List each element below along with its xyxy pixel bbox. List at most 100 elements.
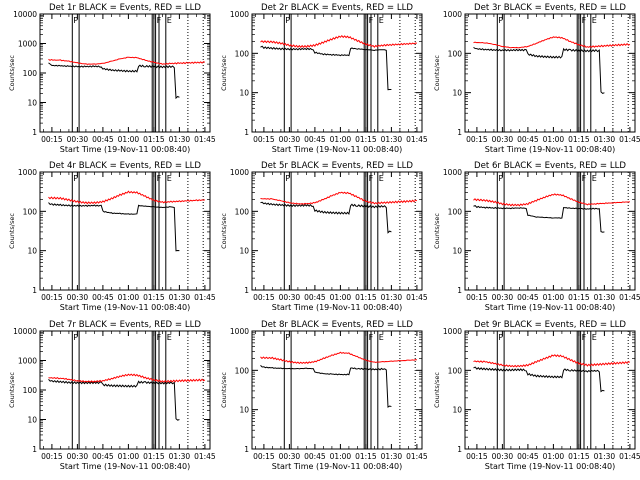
x-tick-label: 00:45 bbox=[517, 452, 539, 461]
y-axis-label: Counts/sec bbox=[220, 372, 228, 408]
x-tick-label: 00:45 bbox=[304, 293, 326, 302]
event-marker-label: F bbox=[582, 174, 587, 183]
x-axis-label: Start Time (19-Nov-11 00:08:40) bbox=[272, 462, 402, 471]
x-tick-label: 00:15 bbox=[253, 135, 275, 144]
x-tick-label: 00:15 bbox=[253, 452, 275, 461]
x-tick-label: 01:15 bbox=[568, 293, 590, 302]
x-tick-label: 01:45 bbox=[194, 452, 216, 461]
x-tick-label: 01:15 bbox=[355, 452, 377, 461]
event-marker-label: E bbox=[592, 174, 597, 183]
chart-title: Det 4r BLACK = Events, RED = LLD bbox=[49, 161, 201, 171]
events-series-line bbox=[48, 62, 180, 100]
event-marker-label: P bbox=[285, 333, 290, 342]
x-tick-label: 00:45 bbox=[517, 293, 539, 302]
y-axis-label: Counts/sec bbox=[8, 372, 16, 408]
chart-panel: Det 2r BLACK = Events, RED = LLD 1 10 100 10… bbox=[220, 3, 428, 154]
x-tick-label: 00:45 bbox=[92, 452, 114, 461]
x-tick-label: 01:15 bbox=[355, 135, 377, 144]
y-tick-label: 1000 bbox=[18, 357, 37, 366]
lld-series-line bbox=[473, 354, 631, 368]
y-tick-label: 1000 bbox=[443, 10, 462, 19]
x-tick-label: 00:45 bbox=[517, 135, 539, 144]
plot-frame bbox=[464, 330, 636, 450]
y-tick-label: 10 bbox=[239, 247, 249, 256]
event-marker-label: F bbox=[157, 174, 162, 183]
chart-panel: Det 8r BLACK = Events, RED = LLD 1 10 100 10… bbox=[220, 320, 428, 471]
events-series-line bbox=[260, 45, 392, 91]
event-marker-label: P bbox=[73, 16, 78, 25]
x-tick-label: 00:45 bbox=[304, 452, 326, 461]
y-axis-label: Counts/sec bbox=[433, 213, 441, 249]
event-marker-label: E bbox=[592, 333, 597, 342]
x-tick-label: 01:00 bbox=[543, 135, 565, 144]
x-tick-label: 00:45 bbox=[92, 293, 114, 302]
x-tick-label: 01:45 bbox=[619, 135, 640, 144]
x-tick-label: 01:30 bbox=[381, 135, 403, 144]
y-tick-label: 10 bbox=[452, 89, 462, 98]
x-tick-label: 00:15 bbox=[466, 135, 488, 144]
y-tick-label: 10 bbox=[27, 247, 37, 256]
chart-title: Det 2r BLACK = Events, RED = LLD bbox=[261, 3, 413, 13]
x-tick-label: 00:30 bbox=[492, 452, 514, 461]
y-axis-label: Counts/sec bbox=[8, 213, 16, 249]
lld-series-line bbox=[260, 351, 417, 365]
x-tick-label: 01:00 bbox=[543, 452, 565, 461]
x-axis-label: Start Time (19-Nov-11 00:08:40) bbox=[60, 462, 190, 471]
x-tick-label: 01:00 bbox=[543, 293, 565, 302]
x-tick-label: 01:00 bbox=[118, 135, 140, 144]
x-tick-label: 00:30 bbox=[279, 293, 301, 302]
event-marker-label: F bbox=[582, 333, 587, 342]
x-tick-label: 01:00 bbox=[118, 293, 140, 302]
x-tick-label: 01:00 bbox=[330, 293, 352, 302]
y-tick-label: 10 bbox=[452, 406, 462, 415]
chart-title: Det 5r BLACK = Events, RED = LLD bbox=[261, 161, 413, 171]
lld-series-line bbox=[48, 190, 205, 205]
x-tick-label: 00:15 bbox=[41, 293, 63, 302]
x-tick-label: 01:30 bbox=[169, 293, 191, 302]
y-tick-label: 100 bbox=[448, 366, 463, 375]
x-tick-label: 01:15 bbox=[568, 135, 590, 144]
x-tick-label: 00:30 bbox=[67, 452, 89, 461]
y-tick-label: 1000 bbox=[443, 327, 462, 336]
event-marker-label: P bbox=[285, 174, 290, 183]
y-tick-label: 100 bbox=[235, 207, 250, 216]
y-tick-label: 1000 bbox=[18, 168, 37, 177]
x-tick-label: 01:15 bbox=[568, 452, 590, 461]
y-tick-label: 100 bbox=[23, 207, 38, 216]
x-tick-label: 01:30 bbox=[169, 452, 191, 461]
events-series-line bbox=[473, 46, 605, 95]
x-tick-label: 00:45 bbox=[92, 135, 114, 144]
x-tick-label: 01:30 bbox=[169, 135, 191, 144]
y-axis-label: Counts/sec bbox=[220, 213, 228, 249]
y-tick-label: 1000 bbox=[230, 168, 249, 177]
x-axis-label: Start Time (19-Nov-11 00:08:40) bbox=[272, 145, 402, 154]
x-tick-label: 00:30 bbox=[492, 135, 514, 144]
y-tick-label: 100 bbox=[23, 69, 38, 78]
x-tick-label: 00:30 bbox=[67, 135, 89, 144]
event-marker-label: E bbox=[167, 16, 172, 25]
event-marker-label: F bbox=[157, 333, 162, 342]
events-series-line bbox=[48, 378, 180, 421]
lld-series-line bbox=[473, 193, 630, 207]
events-series-line bbox=[48, 202, 180, 252]
plot-frame bbox=[251, 13, 423, 133]
events-series-line bbox=[473, 205, 605, 233]
y-tick-label: 1 bbox=[32, 445, 37, 454]
x-tick-label: 00:15 bbox=[253, 293, 275, 302]
plot-frame bbox=[464, 171, 636, 291]
chart-title: Det 1r BLACK = Events, RED = LLD bbox=[49, 3, 201, 13]
chart-title: Det 8r BLACK = Events, RED = LLD bbox=[261, 320, 413, 330]
y-axis-label: Counts/sec bbox=[433, 372, 441, 408]
x-tick-label: 00:30 bbox=[279, 452, 301, 461]
x-tick-label: 01:00 bbox=[118, 452, 140, 461]
chart-panel: Det 1r BLACK = Events, RED = LLD 1 10 100 10… bbox=[8, 3, 216, 154]
lld-series-line bbox=[48, 373, 206, 383]
chart-panel: Det 4r BLACK = Events, RED = LLD 1 10 100 10… bbox=[8, 161, 216, 312]
y-tick-label: 10 bbox=[27, 416, 37, 425]
event-marker-label: P bbox=[498, 174, 503, 183]
y-tick-label: 1 bbox=[244, 128, 249, 137]
x-tick-label: 01:00 bbox=[330, 452, 352, 461]
y-axis-label: Counts/sec bbox=[433, 55, 441, 91]
chart-title: Det 6r BLACK = Events, RED = LLD bbox=[474, 161, 626, 171]
